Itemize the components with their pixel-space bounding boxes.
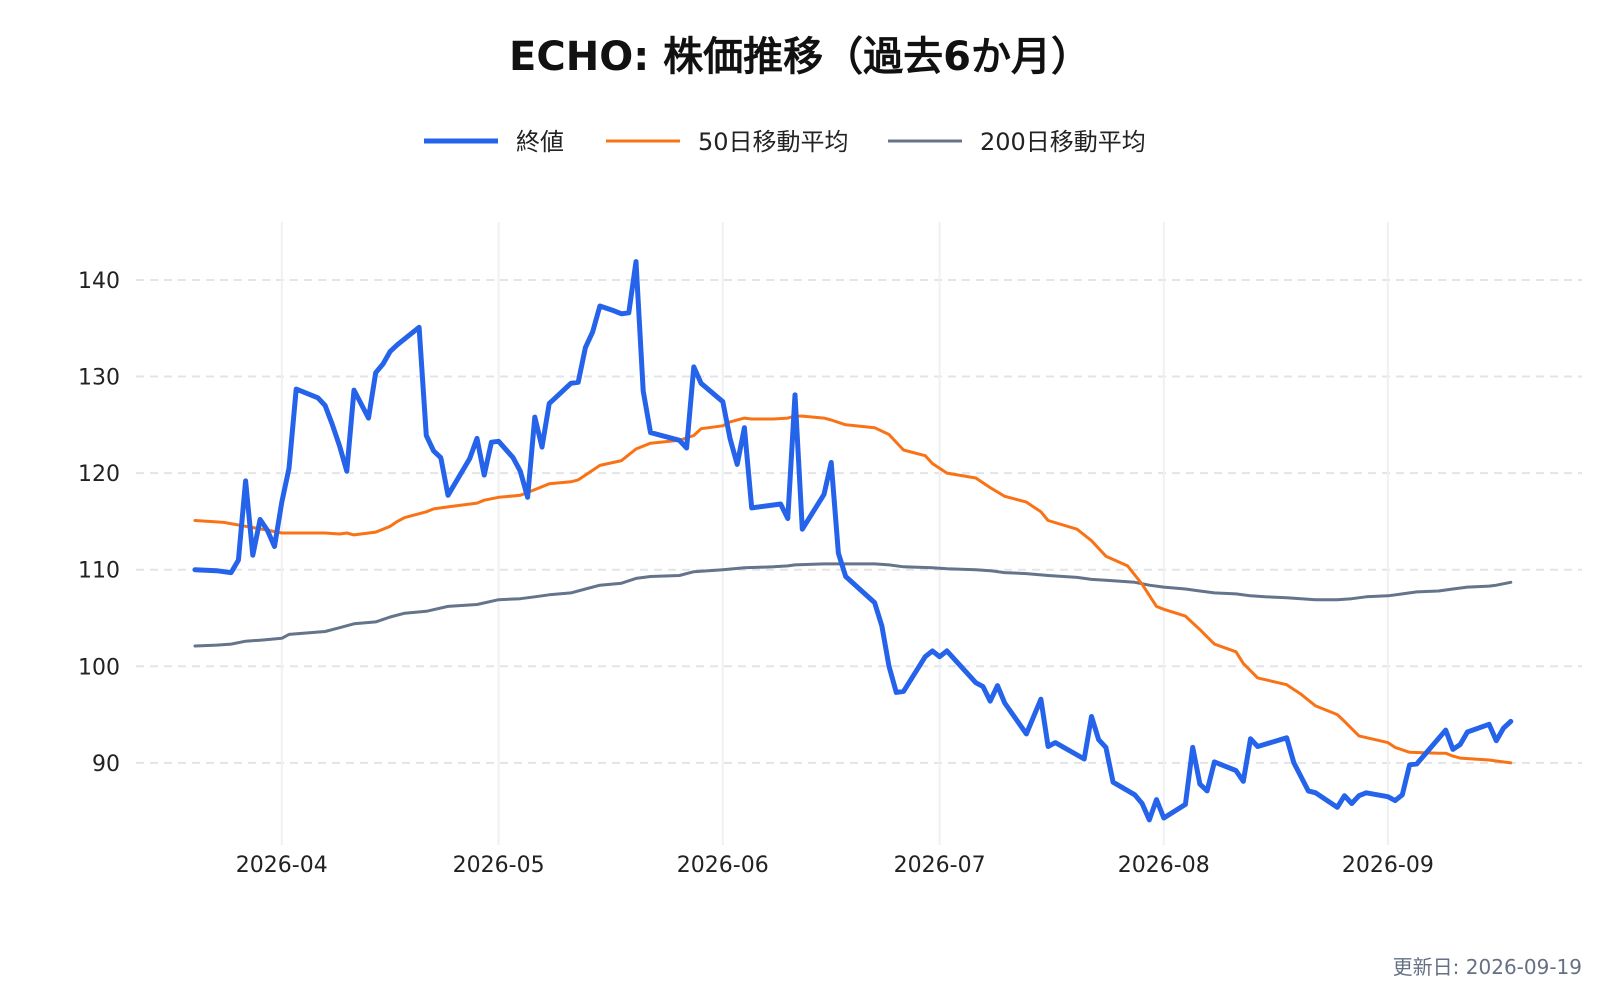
- chart-title: ECHO: 株価推移（過去6か月）: [509, 34, 1091, 80]
- x-tick-label: 2026-08: [1118, 853, 1210, 878]
- legend: 終値 50日移動平均 200日移動平均: [424, 128, 1146, 156]
- updated-date-label: 更新日: 2026-09-19: [1393, 955, 1582, 979]
- y-tick-label: 140: [78, 269, 120, 294]
- series-line-0: [192, 259, 1514, 823]
- legend-label-0: 終値: [516, 128, 564, 156]
- y-tick-label: 120: [78, 462, 120, 487]
- x-tick-label: 2026-04: [236, 853, 328, 878]
- series-line-2: [193, 562, 1513, 648]
- x-tick-label: 2026-05: [453, 853, 545, 878]
- x-tick-label: 2026-09: [1342, 853, 1434, 878]
- x-tick-label: 2026-07: [894, 853, 986, 878]
- y-tick-label: 100: [78, 655, 120, 680]
- y-tick-label: 90: [92, 752, 120, 777]
- x-axis: 2026-04 2026-05 2026-06 2026-07 2026-08 2026-…: [236, 853, 1434, 878]
- y-tick-label: 110: [78, 559, 120, 584]
- y-tick-label: 130: [78, 366, 120, 391]
- series-group: [192, 259, 1514, 823]
- x-tick-label: 2026-06: [677, 853, 769, 878]
- legend-label-1: 50日移動平均: [698, 128, 849, 156]
- legend-label-2: 200日移動平均: [980, 128, 1146, 156]
- y-axis: 90 100 110 120 130 140: [78, 269, 120, 777]
- series-line-1: [193, 414, 1513, 765]
